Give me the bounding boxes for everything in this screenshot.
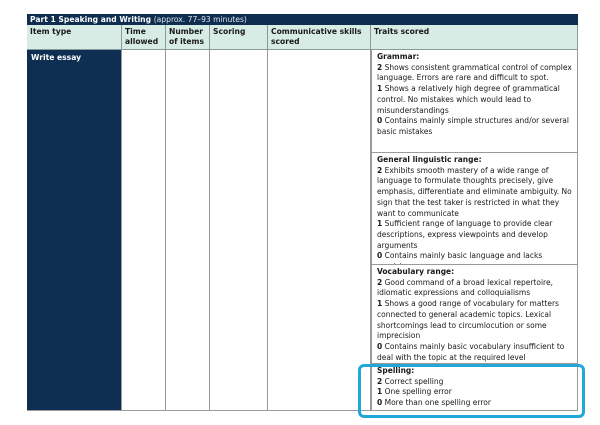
level-description: Contains mainly simple structures and/or…	[377, 116, 569, 136]
trait-cell: Grammar: 2 Shows consistent grammatical c…	[371, 50, 578, 153]
trait-level: 2 Good command of a broad lexical repert…	[377, 278, 572, 299]
level-description: Correct spelling	[382, 376, 444, 386]
header-time-allowed: Time allowed	[122, 25, 166, 50]
title-text: Part 1 Speaking and Writing	[30, 15, 152, 24]
level-description: Contains mainly basic vocabulary insuffi…	[377, 341, 565, 362]
header-traits-scored: Traits scored	[371, 25, 578, 50]
trait-name: Spelling:	[377, 366, 415, 375]
trait-level: 2 Correct spelling	[377, 377, 572, 388]
trait-cell: Vocabulary range: 2 Good command of a bro…	[371, 265, 578, 364]
trait-level: 0 Contains mainly basic vocabulary insuf…	[377, 342, 572, 363]
level-score: 0	[377, 116, 383, 126]
trait-level: 1 Sufficient range of language to provid…	[377, 219, 572, 251]
level-description: Exhibits smooth mastery of a wide range …	[377, 165, 572, 218]
level-score: 1	[377, 219, 383, 229]
level-score: 2	[377, 165, 383, 175]
trait-level: 0 Contains mainly simple structures and/…	[377, 116, 572, 137]
header-item-type: Item type	[27, 25, 122, 50]
level-description: Shows a relatively high degree of gramma…	[377, 84, 560, 115]
level-score: 1	[377, 299, 383, 309]
trait-level: 0 More than one spelling error	[377, 398, 572, 409]
header-scoring: Scoring	[210, 25, 268, 50]
trait-name: General linguistic range:	[377, 155, 482, 164]
level-score: 2	[377, 376, 383, 386]
level-description: Shows a good range of vocabulary for mat…	[377, 299, 559, 341]
level-description: Good command of a broad lexical repertoi…	[377, 277, 553, 298]
level-description: One spelling error	[382, 387, 452, 397]
header-number-of-items: Number of items	[166, 25, 210, 50]
item-type-cell: Write essay	[27, 50, 122, 411]
level-description: More than one spelling error	[382, 398, 491, 408]
level-score: 1	[377, 84, 383, 94]
spelling-highlight-box	[358, 364, 585, 418]
trait-name: Vocabulary range:	[377, 267, 455, 276]
level-score: 1	[377, 387, 383, 397]
trait-level: 0 Contains mainly basic language and lac…	[377, 251, 572, 264]
trait-level: 1 Shows a good range of vocabulary for m…	[377, 299, 572, 342]
table-title: Part 1 Speaking and Writing (approx. 77–…	[27, 14, 578, 25]
level-score: 0	[377, 398, 383, 408]
time-allowed-cell	[122, 50, 166, 411]
level-description: Shows consistent grammatical control of …	[377, 62, 572, 83]
level-score: 0	[377, 251, 383, 261]
trait-cell: General linguistic range: 2 Exhibits smoo…	[371, 153, 578, 265]
level-score: 2	[377, 62, 383, 72]
trait-level: 1 Shows a relatively high degree of gram…	[377, 84, 572, 116]
number-of-items-cell	[166, 50, 210, 411]
scoring-cell	[210, 50, 268, 411]
trait-level: 2 Exhibits smooth mastery of a wide rang…	[377, 166, 572, 220]
level-score: 2	[377, 277, 383, 287]
trait-level: 1 One spelling error	[377, 387, 572, 398]
trait-cell: Spelling: 2 Correct spelling 1 One spellin…	[371, 364, 578, 411]
title-note: (approx. 77–93 minutes)	[153, 15, 247, 24]
trait-level: 2 Shows consistent grammatical control o…	[377, 63, 572, 84]
level-score: 0	[377, 341, 383, 351]
trait-name: Grammar:	[377, 52, 420, 61]
level-description: Contains mainly basic language and lacks…	[377, 251, 543, 264]
communicative-skills-cell	[268, 50, 371, 411]
level-description: Sufficient range of language to provide …	[377, 219, 553, 250]
header-communicative-skills: Communicative skills scored	[268, 25, 371, 50]
